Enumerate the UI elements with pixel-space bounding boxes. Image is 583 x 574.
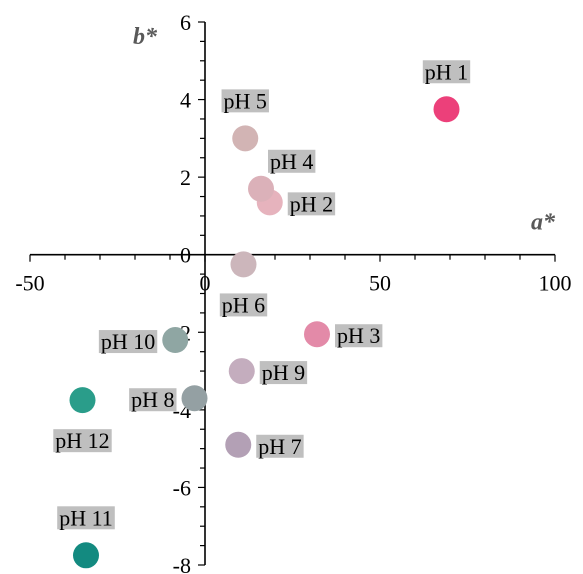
x-tick-label: 0 [200,271,211,296]
point-label-group: pH 6 [219,292,268,317]
data-point [73,542,99,569]
data-point [181,385,208,412]
point-label-background [129,388,177,412]
point-label: pH 5 [224,88,267,113]
data-point [69,387,96,414]
point-label-background [287,192,336,216]
point-label-background [335,324,383,348]
y-tick-label: -6 [173,475,191,500]
point-label: pH 1 [425,59,468,84]
point-label-group: pH 7 [256,434,304,459]
point-label-group: pH 3 [335,323,383,348]
data-point [232,125,259,152]
point-label-group: pH 1 [422,59,471,84]
point-label-group: pH 12 [53,428,112,453]
x-tick-label: 50 [369,271,391,296]
point-label: pH 4 [270,149,313,174]
data-point [228,358,255,385]
y-axis-title: b* [133,24,158,50]
point-labels: pH 1 pH 2 pH 3 pH 4 pH 5 pH 6 pH 7 pH 8 pH 9 pH 1… [53,59,471,530]
point-label-background [219,293,268,317]
point-label: pH 9 [262,360,305,385]
point-label: pH 2 [290,191,333,216]
point-label: pH 11 [59,505,113,530]
data-point [248,175,274,202]
point-label-background [268,149,316,173]
point-label-background [98,330,158,354]
point-label-group: pH 4 [268,149,316,174]
point-label-background [221,89,269,113]
point-label: pH 3 [337,323,380,348]
point-label-group: pH 10 [98,329,158,354]
point-label-group: pH 5 [221,88,269,113]
point-label: pH 6 [222,292,265,317]
data-point [225,431,252,458]
point-label-background [256,434,304,458]
x-tick-label: -50 [15,271,44,296]
y-tick-label: 6 [180,10,191,35]
point-label-background [259,361,308,385]
point-label: pH 12 [55,428,109,453]
y-tick-label: 4 [180,88,191,113]
point-label-group: pH 2 [287,191,336,216]
point-label: pH 8 [131,387,174,412]
point-label: pH 10 [101,329,155,354]
y-tick-label: -8 [173,553,191,574]
point-label: pH 7 [258,434,301,459]
point-label-background [53,429,112,453]
data-point [433,96,460,123]
point-label-group: pH 9 [259,360,308,385]
point-label-group: pH 8 [129,387,177,412]
data-point [230,251,257,278]
tick-marks [29,21,556,566]
y-tick-label: 0 [180,243,191,268]
y-tick-label: 2 [180,165,191,190]
axes [30,22,555,565]
point-label-group: pH 11 [57,505,115,530]
x-axis-title: a* [531,210,556,236]
data-point [162,327,189,354]
x-tick-label: 100 [539,271,572,296]
point-label-background [57,506,115,530]
data-point [304,321,330,348]
point-label-background [422,60,471,84]
data-points [69,96,460,569]
